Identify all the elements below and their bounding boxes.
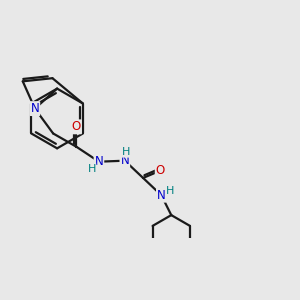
Text: N: N [31,102,39,115]
Text: N: N [120,154,129,167]
Text: O: O [72,120,81,133]
Text: N: N [94,155,103,168]
Text: H: H [122,147,130,157]
Text: O: O [156,164,165,177]
Text: H: H [166,186,174,196]
Text: H: H [88,164,96,174]
Text: N: N [157,189,166,202]
